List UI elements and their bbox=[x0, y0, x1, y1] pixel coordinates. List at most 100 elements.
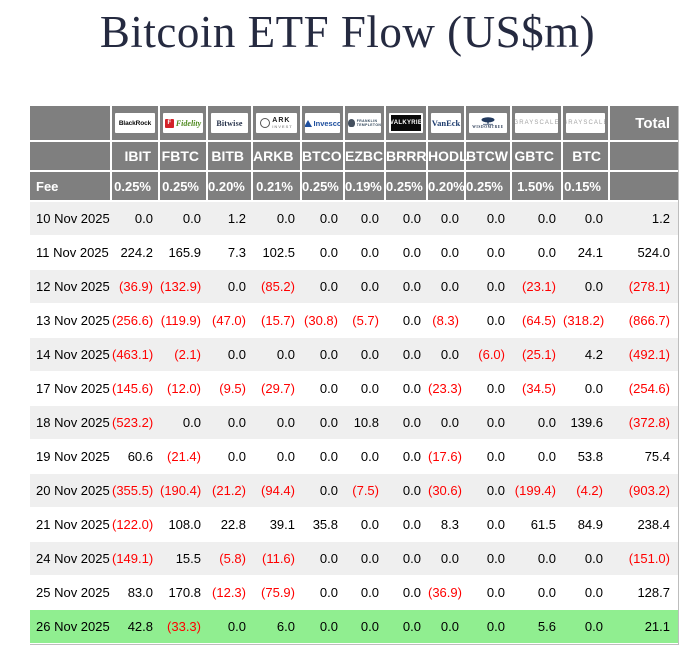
logo-header-row: BlackRock F Fidelity Bitwise ARK INVEST Invesc… bbox=[30, 106, 678, 142]
flow-value-cell: 0.0 bbox=[302, 474, 345, 508]
flow-value-cell: (15.7) bbox=[253, 304, 302, 338]
date-cell: 12 Nov 2025 bbox=[30, 270, 112, 304]
flow-value-cell: 0.0 bbox=[386, 610, 428, 644]
flow-value-cell: 0.0 bbox=[563, 202, 610, 236]
provider-header-bitwise: Bitwise bbox=[208, 106, 253, 142]
flow-value-cell: 0.0 bbox=[302, 610, 345, 644]
flow-value-cell: 0.0 bbox=[428, 542, 466, 576]
flow-value-cell: 139.6 bbox=[563, 406, 610, 440]
flow-value-cell: 0.0 bbox=[253, 440, 302, 474]
flow-value-cell: (119.9) bbox=[160, 304, 208, 338]
grayscale-logo[interactable]: GRAYSCALE bbox=[515, 113, 558, 133]
flow-value-cell: (11.6) bbox=[253, 542, 302, 576]
flow-value-cell: (75.9) bbox=[253, 576, 302, 610]
franklin-logo[interactable]: FRANKLIN TEMPLETON bbox=[348, 113, 381, 133]
flow-value-cell: (33.3) bbox=[160, 610, 208, 644]
flow-value-cell: 0.0 bbox=[345, 576, 386, 610]
flow-value-cell: 0.0 bbox=[345, 236, 386, 270]
flow-value-cell: (85.2) bbox=[253, 270, 302, 304]
invesco-logo[interactable]: Invesco bbox=[305, 113, 340, 133]
date-cell: 26 Nov 2025 bbox=[30, 610, 112, 644]
wisdomtree-tree-icon bbox=[480, 116, 496, 125]
table-row: 18 Nov 2025 (523.2) 0.0 0.0 0.0 0.0 10.8 0.0 0.0… bbox=[30, 406, 678, 440]
invesco-triangle-icon bbox=[305, 119, 312, 127]
fee-IBIT: 0.25% bbox=[112, 172, 160, 202]
table-row: 25 Nov 2025 83.0 170.8 (12.3) (75.9) 0.0 0.0 0.… bbox=[30, 576, 678, 610]
flow-value-cell: (149.1) bbox=[112, 542, 160, 576]
fee-BRRR: 0.25% bbox=[386, 172, 428, 202]
total-value-cell: (866.7) bbox=[610, 304, 678, 338]
blackrock-logo[interactable]: BlackRock bbox=[115, 113, 155, 133]
flow-value-cell: 0.0 bbox=[563, 270, 610, 304]
flow-value-cell: 7.3 bbox=[208, 236, 253, 270]
table-row: 17 Nov 2025 (145.6) (12.0) (9.5) (29.7) 0.0 0.… bbox=[30, 372, 678, 406]
flow-value-cell: (12.3) bbox=[208, 576, 253, 610]
ark-circle-icon bbox=[260, 118, 271, 128]
total-value-cell: 75.4 bbox=[610, 440, 678, 474]
flow-value-cell: (6.0) bbox=[466, 338, 512, 372]
flow-value-cell: 0.0 bbox=[563, 372, 610, 406]
ticker-BTCW: BTCW bbox=[466, 142, 512, 172]
ticker-GBTC: GBTC bbox=[512, 142, 563, 172]
page-title: Bitcoin ETF Flow (US$m) bbox=[99, 7, 596, 57]
table-row: 21 Nov 2025 (122.0) 108.0 22.8 39.1 35.8 0.0 0.… bbox=[30, 508, 678, 542]
flow-value-cell: (8.3) bbox=[428, 304, 466, 338]
fidelity-logo[interactable]: F Fidelity bbox=[163, 113, 203, 133]
flow-value-cell: 108.0 bbox=[160, 508, 208, 542]
flow-value-cell: 0.0 bbox=[512, 440, 563, 474]
flow-value-cell: (30.6) bbox=[428, 474, 466, 508]
date-cell: 13 Nov 2025 bbox=[30, 304, 112, 338]
flow-value-cell: (2.1) bbox=[160, 338, 208, 372]
ticker-row-total-spacer bbox=[610, 142, 678, 172]
flow-value-cell: 0.0 bbox=[208, 440, 253, 474]
flow-value-cell: 0.0 bbox=[512, 576, 563, 610]
fidelity-f-icon: F bbox=[164, 118, 174, 128]
flow-value-cell: 35.8 bbox=[302, 508, 345, 542]
logo-row-date-spacer bbox=[30, 106, 112, 142]
flow-value-cell: 6.0 bbox=[253, 610, 302, 644]
flow-value-cell: (199.4) bbox=[512, 474, 563, 508]
fee-BTC: 0.15% bbox=[563, 172, 610, 202]
flow-value-cell: 0.0 bbox=[208, 406, 253, 440]
flow-value-cell: (25.1) bbox=[512, 338, 563, 372]
flow-value-cell: 0.0 bbox=[302, 542, 345, 576]
ticker-IBIT: IBIT bbox=[112, 142, 160, 172]
valkyrie-logo[interactable]: VALKYRIE bbox=[389, 113, 423, 133]
table-row: 12 Nov 2025 (36.9) (132.9) 0.0 (85.2) 0.0 0.0 0… bbox=[30, 270, 678, 304]
flow-value-cell: 170.8 bbox=[160, 576, 208, 610]
provider-header-franklin: FRANKLIN TEMPLETON bbox=[345, 106, 386, 142]
flow-value-cell: 0.0 bbox=[466, 202, 512, 236]
total-value-cell: (254.6) bbox=[610, 372, 678, 406]
fee-BITB: 0.20% bbox=[208, 172, 253, 202]
table-row: 26 Nov 2025 42.8 (33.3) 0.0 6.0 0.0 0.0 0.0 0.0 0… bbox=[30, 610, 678, 644]
flow-value-cell: 0.0 bbox=[428, 202, 466, 236]
wisdomtree-logo[interactable]: WISDOMTREE bbox=[469, 113, 507, 133]
flow-value-cell: 0.0 bbox=[208, 610, 253, 644]
date-cell: 11 Nov 2025 bbox=[30, 236, 112, 270]
flow-value-cell: (64.5) bbox=[512, 304, 563, 338]
bitwise-logo[interactable]: Bitwise bbox=[211, 113, 248, 133]
ark-logo[interactable]: ARK INVEST bbox=[256, 113, 297, 133]
flow-value-cell: 0.0 bbox=[466, 304, 512, 338]
flow-value-cell: 0.0 bbox=[345, 202, 386, 236]
table-row: 13 Nov 2025 (256.6) (119.9) (47.0) (15.7) (30… bbox=[30, 304, 678, 338]
date-cell: 18 Nov 2025 bbox=[30, 406, 112, 440]
vaneck-logo[interactable]: VanEck bbox=[431, 113, 461, 133]
flow-value-cell: 84.9 bbox=[563, 508, 610, 542]
flow-value-cell: (463.1) bbox=[112, 338, 160, 372]
flow-value-cell: 0.0 bbox=[466, 610, 512, 644]
flow-value-cell: 0.0 bbox=[428, 338, 466, 372]
flow-value-cell: 0.0 bbox=[466, 474, 512, 508]
total-value-cell: 524.0 bbox=[610, 236, 678, 270]
fee-label: Fee bbox=[30, 172, 112, 202]
ticker-BTC: BTC bbox=[563, 142, 610, 172]
date-cell: 21 Nov 2025 bbox=[30, 508, 112, 542]
flow-value-cell: 83.0 bbox=[112, 576, 160, 610]
flow-value-cell: 0.0 bbox=[208, 270, 253, 304]
ticker-EZBC: EZBC bbox=[345, 142, 386, 172]
flow-value-cell: (29.7) bbox=[253, 372, 302, 406]
date-cell: 17 Nov 2025 bbox=[30, 372, 112, 406]
flow-value-cell: 0.0 bbox=[302, 576, 345, 610]
flow-value-cell: 0.0 bbox=[466, 508, 512, 542]
grayscale2-logo[interactable]: GRAYSCALE bbox=[566, 113, 605, 133]
